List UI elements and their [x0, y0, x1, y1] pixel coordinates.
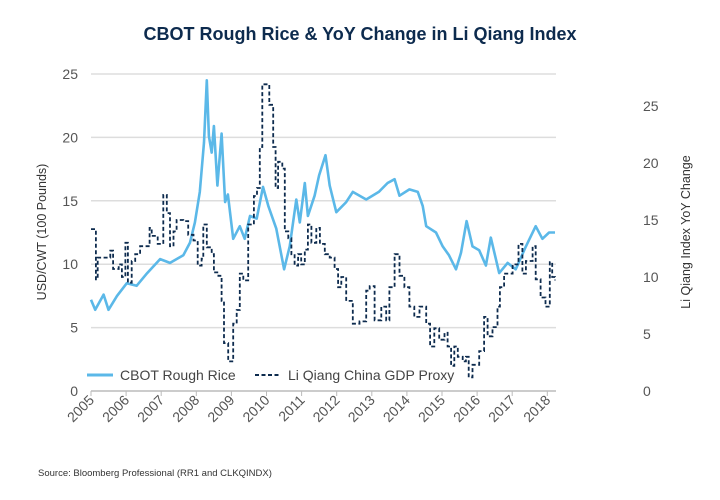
x-tick-label: 2007	[134, 392, 167, 425]
x-tick-label: 2010	[239, 392, 272, 425]
series-line-li-qiang-proxy	[91, 83, 556, 379]
x-tick-label: 2017	[485, 392, 518, 425]
left-tick-label: 15	[62, 193, 78, 209]
right-tick-label: 25	[643, 98, 659, 114]
left-tick-label: 20	[62, 129, 78, 145]
left-tick-label: 5	[70, 320, 78, 336]
right-tick-label: 15	[643, 212, 659, 228]
x-tick-label: 2005	[64, 392, 97, 425]
x-tick-label: 2012	[309, 392, 342, 425]
right-axis-ticks: 0 5 10 15 20 25	[643, 98, 659, 399]
x-tick-label: 2009	[204, 392, 237, 425]
legend: CBOT Rough Rice Li Qiang China GDP Proxy	[87, 367, 454, 383]
x-tick-label: 2011	[275, 392, 308, 425]
series-line-cbot-rough-rice	[89, 79, 555, 312]
x-tick-label: 2014	[380, 392, 413, 425]
right-tick-label: 0	[643, 383, 651, 399]
legend-label-proxy: Li Qiang China GDP Proxy	[288, 367, 454, 383]
left-axis-ticks: 0 5 10 15 20 25	[62, 66, 78, 399]
x-tick-label: 2018	[520, 392, 553, 425]
x-tick-label: 2008	[169, 392, 202, 425]
right-axis-label: Li Qiang Index YoY Change	[679, 155, 693, 308]
legend-label-rice: CBOT Rough Rice	[120, 367, 236, 383]
gridlines	[91, 73, 556, 392]
left-tick-label: 0	[70, 383, 78, 399]
x-tick-label: 2015	[415, 392, 448, 425]
right-tick-label: 10	[643, 269, 659, 285]
left-tick-label: 10	[62, 256, 78, 272]
right-tick-label: 20	[643, 155, 659, 171]
left-tick-label: 25	[62, 66, 78, 82]
chart-title: CBOT Rough Rice & YoY Change in Li Qiang…	[143, 24, 576, 44]
left-axis-label: USD/CWT (100 Pounds)	[35, 164, 49, 301]
x-tick-label: 2013	[345, 392, 378, 425]
x-tick-label: 2016	[450, 392, 483, 425]
x-axis-ticks: 2005 2006 2007 2008 2009 2010 2011 2012 2013 2014…	[64, 391, 554, 425]
x-tick-label: 2006	[99, 392, 132, 425]
right-tick-label: 5	[643, 326, 651, 342]
source-note: Source: Bloomberg Professional (RR1 and …	[38, 468, 272, 479]
